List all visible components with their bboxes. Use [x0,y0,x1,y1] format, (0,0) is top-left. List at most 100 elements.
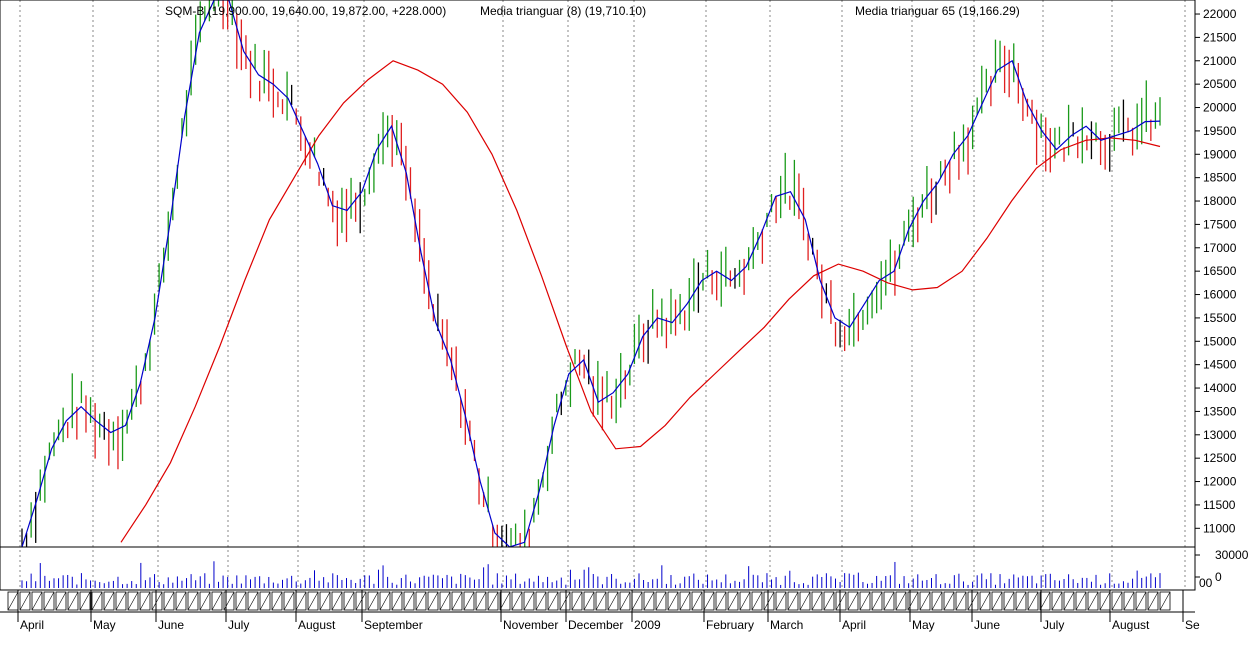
period-cell [1111,591,1123,611]
period-cell [43,591,55,611]
period-cell [247,591,259,611]
period-hatch [235,591,247,611]
period-hatch [151,591,163,611]
period-hatch [715,591,727,611]
price-tick-label: 18500 [1203,171,1237,185]
period-cell [979,591,991,611]
period-cell [211,591,223,611]
period-hatch [199,591,211,611]
period-hatch [1051,591,1063,611]
period-hatch [403,591,415,611]
period-hatch [223,591,235,611]
price-tick-label: 19500 [1203,124,1237,138]
period-cell [343,591,355,611]
legend-fast-ma: Media trianguar (8) (19,710.10) [480,4,646,18]
period-hatch [211,591,223,611]
period-hatch [931,591,943,611]
month-label: September [364,618,423,632]
month-label: August [298,618,336,632]
period-hatch [871,591,883,611]
period-hatch [1123,591,1135,611]
period-cell [883,591,895,611]
period-cell [727,591,739,611]
period-hatch [439,591,451,611]
period-cell [151,591,163,611]
legend-price: SQM-B (19,900.00, 19,640.00, 19,872.00, … [165,4,446,18]
period-cell [655,591,667,611]
period-cell [799,591,811,611]
period-cell [367,591,379,611]
period-hatch [1087,591,1099,611]
period-hatch [559,591,571,611]
period-hatch [679,591,691,611]
month-label: November [503,618,558,632]
price-tick-label: 12000 [1203,475,1237,489]
period-hatch [823,591,835,611]
legend-slow-ma: Media trianguar 65 (19,166.29) [855,4,1020,18]
price-bars [21,0,1161,547]
period-hatch [1147,591,1159,611]
period-cell [751,591,763,611]
period-hatch [355,591,367,611]
period-cell [91,591,103,611]
month-label: May [912,618,935,632]
price-tick-label: 16500 [1203,264,1237,278]
period-hatch [391,591,403,611]
period-hatch [415,591,427,611]
period-hatch [1063,591,1075,611]
period-hatch [7,591,19,611]
period-hatch [247,591,259,611]
period-hatch [463,591,475,611]
period-hatch [775,591,787,611]
period-hatch [1111,591,1123,611]
period-hatch [487,591,499,611]
period-hatch [307,591,319,611]
period-hatch [907,591,919,611]
period-hatch [631,591,643,611]
period-cell [715,591,727,611]
price-tick-label: 14500 [1203,358,1237,372]
period-cell [547,591,559,611]
period-hatch [259,591,271,611]
period-hatch [739,591,751,611]
period-cell [19,591,31,611]
period-cell [451,591,463,611]
period-hatch [523,591,535,611]
period-cell [223,591,235,611]
period-hatch [595,591,607,611]
period-cell [127,591,139,611]
price-tick-label: 15000 [1203,334,1237,348]
volume-bars [21,561,1161,588]
period-hatch [115,591,127,611]
period-hatch [751,591,763,611]
period-cell [679,591,691,611]
period-cell [235,591,247,611]
period-cell [559,591,571,611]
period-cell [175,591,187,611]
period-hatch [127,591,139,611]
period-cell [79,591,91,611]
period-cell [895,591,907,611]
price-tick-label: 11500 [1203,498,1236,512]
period-cell [187,591,199,611]
period-hatch [883,591,895,611]
period-hatch [1015,591,1027,611]
period-hatch [607,591,619,611]
volume-unit-label: 00 [1199,576,1213,590]
period-hatch [1099,591,1111,611]
period-hatch [943,591,955,611]
period-cell [955,591,967,611]
fast-ma-line [21,0,1161,548]
period-cell [487,591,499,611]
period-strip [7,591,1171,611]
price-tick-label: 19000 [1203,147,1237,161]
month-label: 2009 [634,618,661,632]
period-hatch [763,591,775,611]
period-cell [991,591,1003,611]
period-cell [919,591,931,611]
period-hatch [163,591,175,611]
price-tick-label: 20000 [1203,101,1237,115]
period-hatch [583,591,595,611]
period-hatch [43,591,55,611]
